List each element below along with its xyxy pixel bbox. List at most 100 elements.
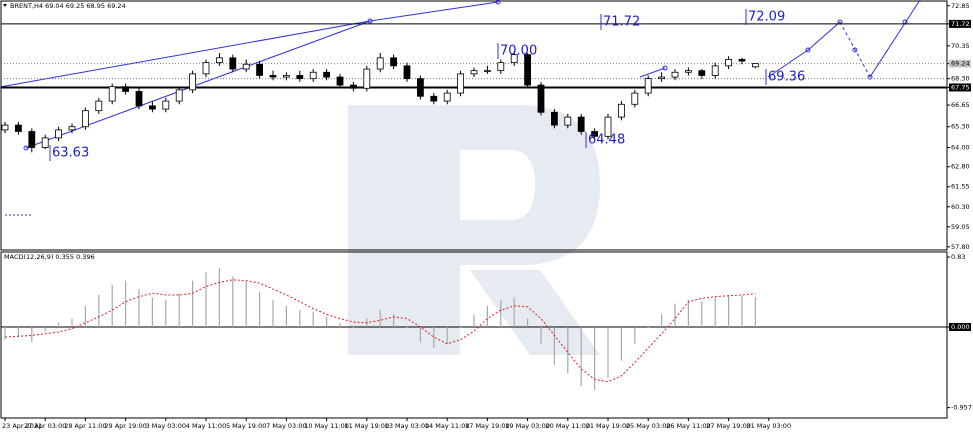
histogram-bar bbox=[567, 326, 569, 374]
x-tick-label: 26 May 11:00 bbox=[666, 422, 711, 430]
candle-body bbox=[68, 126, 76, 131]
x-tick-label: 17 May 19:00 bbox=[465, 422, 510, 430]
x-tick-label: 21 May 19:00 bbox=[586, 422, 631, 430]
histogram-bar bbox=[138, 289, 140, 327]
histogram-bar bbox=[44, 326, 46, 332]
candle-body bbox=[215, 57, 223, 64]
histogram-bar bbox=[540, 326, 542, 344]
histogram-bar bbox=[486, 305, 488, 327]
y-tick-label-box bbox=[949, 59, 971, 68]
x-tick-label: 28 Apr 11:00 bbox=[64, 422, 106, 430]
candle-body bbox=[122, 86, 129, 92]
histogram-bar bbox=[553, 326, 555, 365]
candle-body bbox=[644, 78, 652, 94]
candle-body bbox=[189, 73, 197, 91]
candle-body bbox=[698, 70, 706, 76]
histogram-bar bbox=[4, 326, 6, 340]
candle-body bbox=[148, 105, 156, 110]
y-tick-label: 57.80 bbox=[951, 243, 970, 251]
histogram-bar bbox=[647, 326, 649, 328]
y-tick-label: -0.957 bbox=[951, 404, 972, 412]
histogram-bar bbox=[299, 310, 301, 327]
histogram-bar bbox=[326, 316, 328, 327]
histogram-bar bbox=[687, 300, 689, 327]
title-icon bbox=[3, 4, 7, 7]
y-tick-label: 66.65 bbox=[951, 101, 970, 109]
y-tick-label: 61.55 bbox=[951, 183, 970, 191]
candle-body bbox=[631, 92, 639, 105]
histogram-bar bbox=[433, 326, 435, 349]
histogram-bar bbox=[259, 291, 261, 327]
x-tick-label: 20 May 11:00 bbox=[546, 422, 591, 430]
histogram-bar bbox=[594, 326, 596, 391]
candle-body bbox=[242, 63, 250, 70]
y-tick-label-box bbox=[949, 83, 971, 92]
candle-body bbox=[55, 129, 62, 139]
histogram-bar bbox=[393, 314, 395, 327]
candle-body bbox=[282, 75, 290, 78]
candle-body bbox=[108, 86, 116, 102]
candle-body bbox=[309, 71, 317, 80]
histogram-bar bbox=[245, 280, 247, 327]
x-tick-label: 11 May 19:00 bbox=[345, 422, 390, 430]
y-tick-label: 70.35 bbox=[951, 42, 970, 50]
histogram-bar bbox=[111, 284, 113, 327]
candle-body bbox=[618, 103, 625, 118]
candle-body bbox=[403, 65, 411, 80]
annotation: 70.00 bbox=[500, 44, 537, 59]
candle-body bbox=[269, 75, 277, 78]
chart-title: MACD(12,26,9) 0.355 0.396 bbox=[4, 253, 95, 261]
candle-body bbox=[363, 68, 371, 89]
histogram-bar bbox=[754, 297, 756, 327]
histogram-bar bbox=[741, 295, 743, 327]
histogram-bar bbox=[178, 293, 180, 327]
candle-body bbox=[416, 78, 424, 97]
histogram-bar bbox=[674, 303, 676, 327]
histogram-bar bbox=[285, 305, 287, 327]
histogram-bar bbox=[714, 297, 716, 327]
histogram-bar bbox=[151, 297, 153, 327]
histogram-bar bbox=[272, 300, 274, 327]
y-tick-label: 71.72 bbox=[951, 20, 970, 28]
candle-body bbox=[14, 124, 22, 132]
x-tick-label: 25 May 03:00 bbox=[626, 422, 671, 430]
histogram-bar bbox=[192, 280, 194, 327]
histogram-bar bbox=[527, 318, 529, 327]
candle-body bbox=[323, 71, 331, 78]
x-tick-label: 29 Apr 19:00 bbox=[104, 422, 146, 430]
histogram-bar bbox=[218, 268, 220, 327]
candle-body bbox=[711, 65, 719, 76]
histogram-bar bbox=[31, 326, 33, 343]
candle-body bbox=[738, 59, 746, 62]
candle-body bbox=[604, 116, 612, 137]
candle-body bbox=[564, 116, 572, 126]
histogram-bar bbox=[84, 305, 86, 327]
histogram-bar bbox=[58, 322, 60, 327]
histogram-bar bbox=[17, 326, 19, 338]
x-tick-label: 13 May 03:00 bbox=[385, 422, 430, 430]
candle-body bbox=[470, 70, 478, 75]
annotation: 64.48 bbox=[588, 133, 625, 148]
candle-body bbox=[483, 70, 491, 73]
candle-body bbox=[497, 62, 505, 72]
histogram-bar bbox=[339, 322, 341, 327]
histogram-bar bbox=[352, 326, 354, 328]
candle-body bbox=[202, 62, 210, 75]
candle-body bbox=[349, 84, 357, 89]
y-tick-label: 62.80 bbox=[951, 163, 970, 171]
annotation: 72.09 bbox=[748, 10, 785, 25]
price-panel-frame bbox=[0, 0, 948, 251]
histogram-bar bbox=[165, 300, 167, 327]
y-tick-label: 65.30 bbox=[951, 123, 970, 131]
y-tick-label: 59.05 bbox=[951, 223, 970, 231]
candle-body bbox=[162, 100, 170, 110]
histogram-bar bbox=[634, 326, 636, 344]
y-tick-label: 64.00 bbox=[951, 144, 970, 152]
histogram-bar bbox=[500, 300, 502, 327]
candle-body bbox=[537, 84, 545, 113]
y-tick-label: 0.83 bbox=[951, 253, 965, 261]
candle-body bbox=[510, 54, 518, 64]
histogram-bar bbox=[125, 280, 127, 327]
histogram-bar bbox=[701, 301, 703, 327]
